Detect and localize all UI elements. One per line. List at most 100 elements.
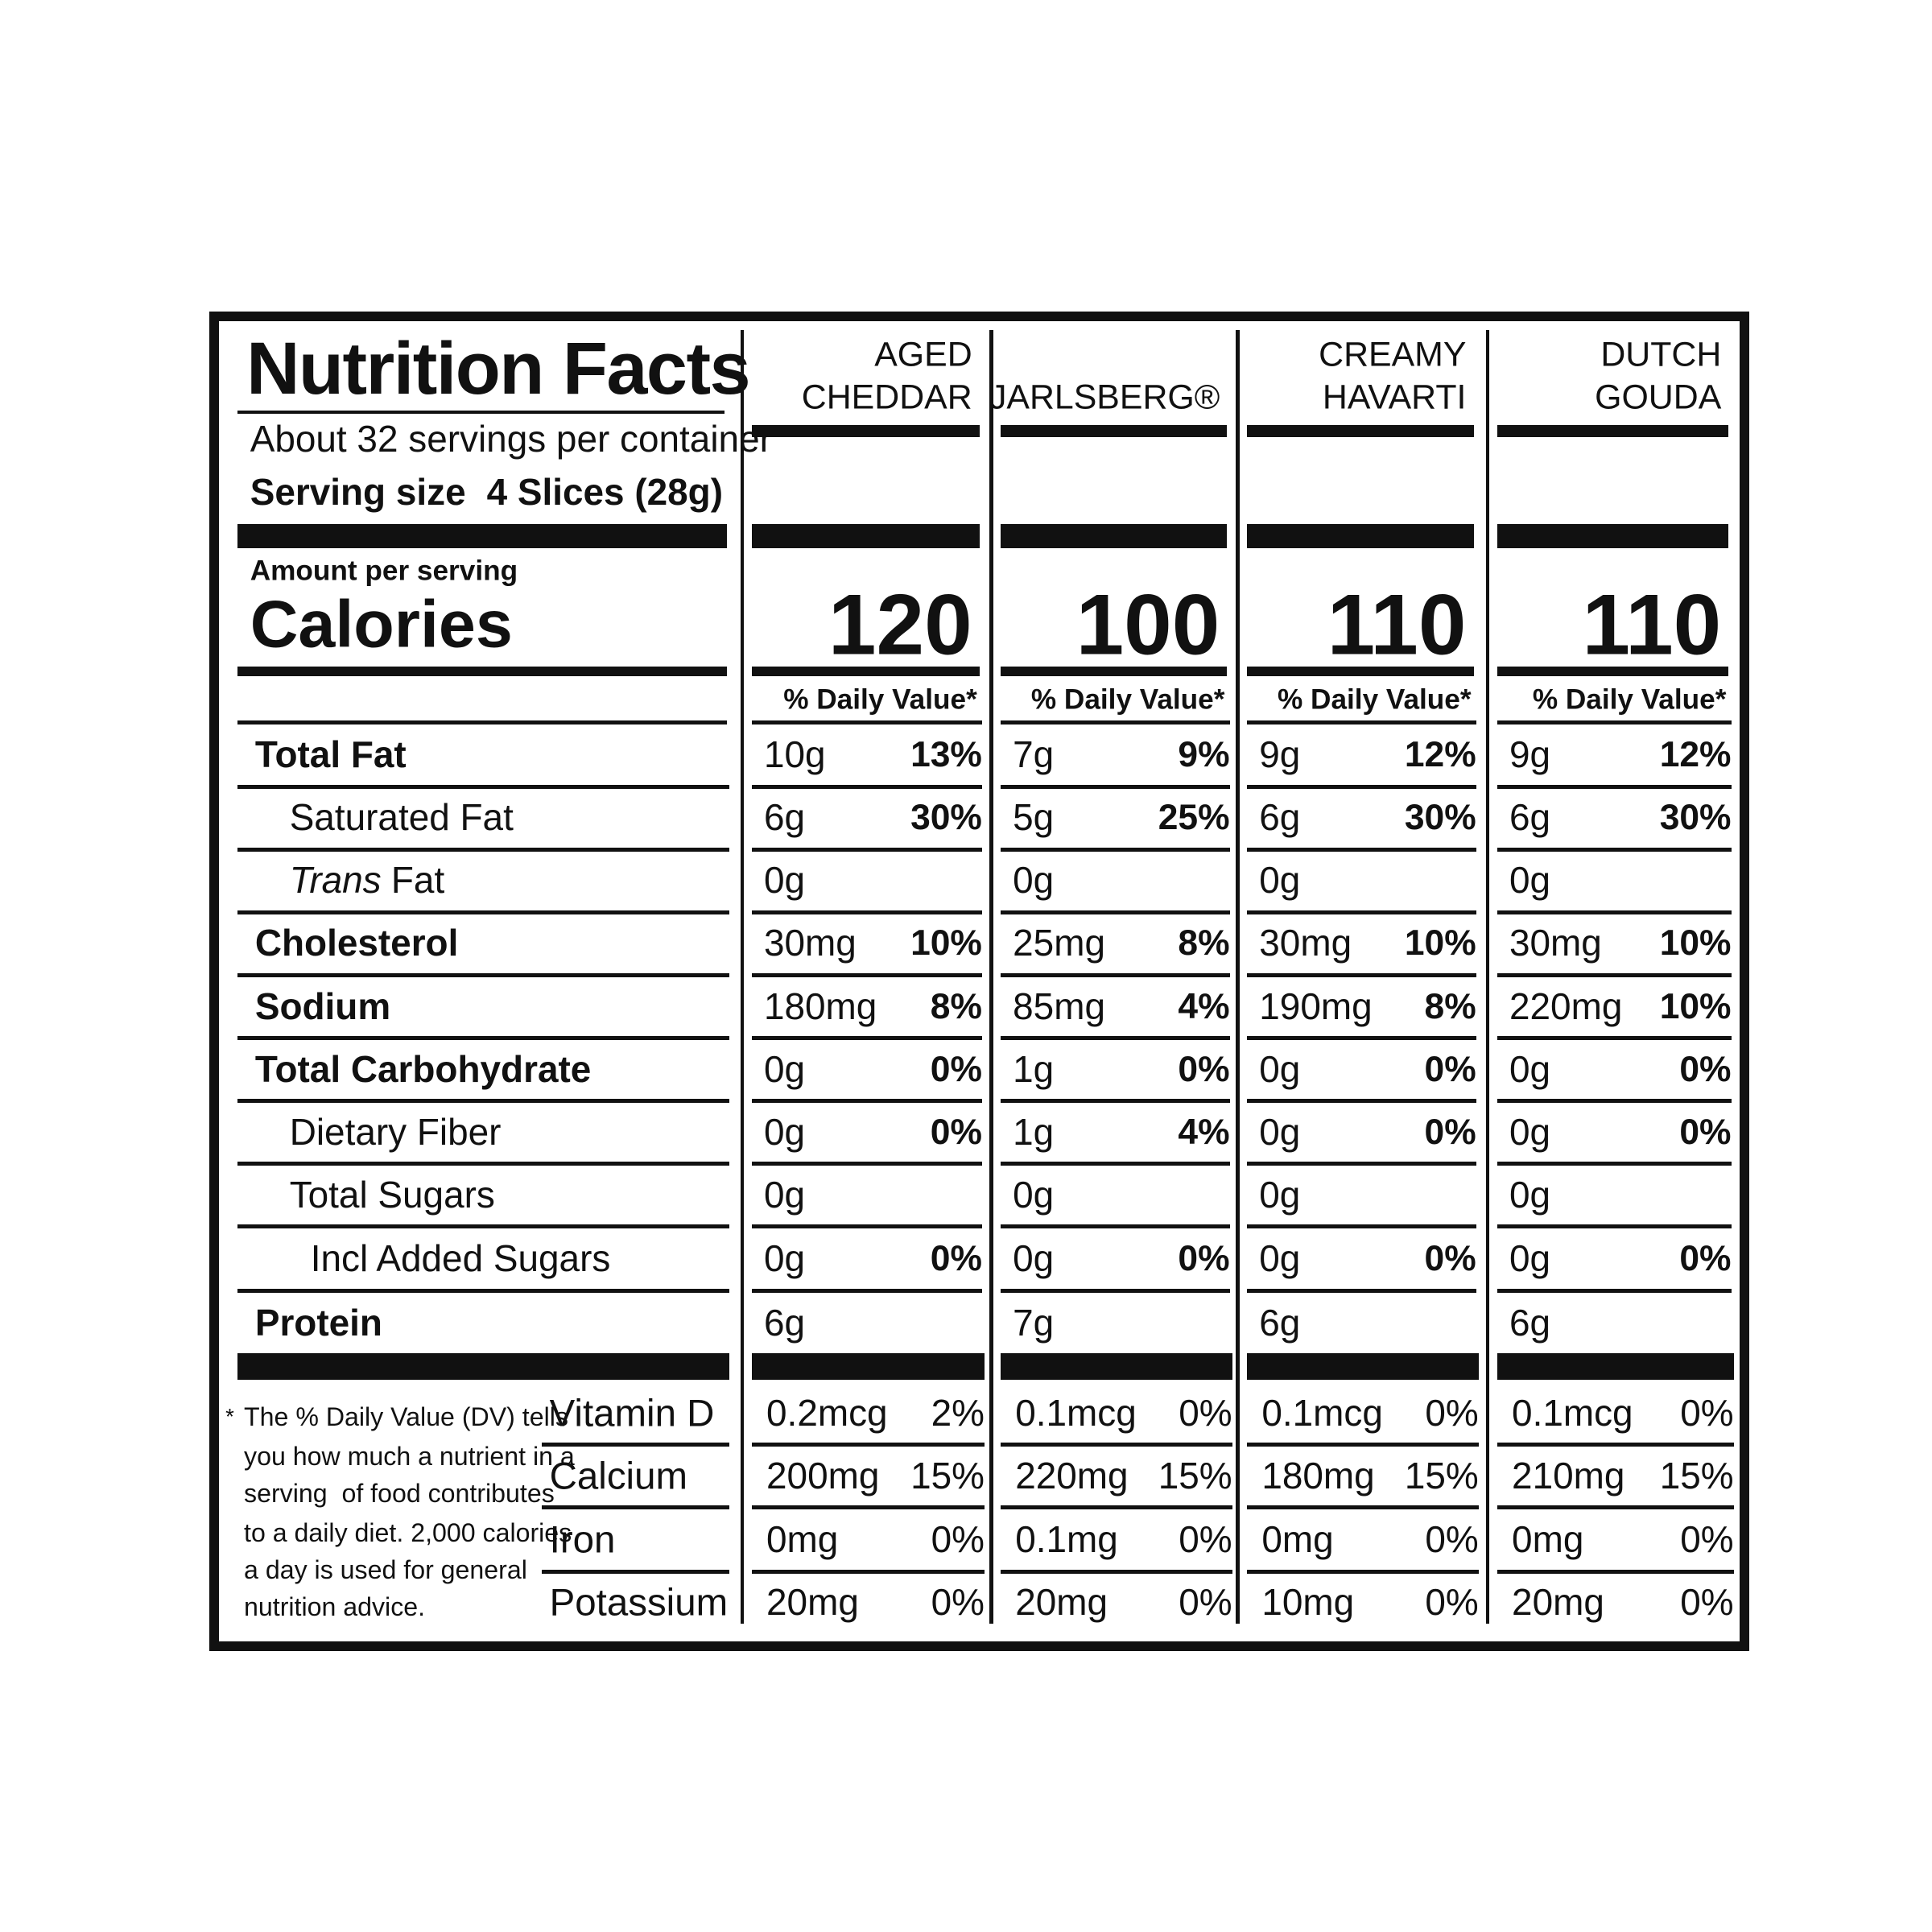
rule [751, 1099, 982, 1103]
nutrient-percent: 30% [1659, 798, 1732, 838]
daily-value-header: % Daily Value* [1030, 683, 1225, 716]
rule [237, 1224, 730, 1228]
nutrient-amount: 6g [1259, 796, 1301, 839]
vitamin-amount: 20mg [766, 1581, 859, 1624]
nutrient-amount: 0g [1509, 1110, 1551, 1153]
rule [1246, 523, 1474, 549]
rule [1496, 720, 1732, 724]
product-name: DUTCH [1600, 335, 1722, 374]
rule [237, 1036, 730, 1040]
vitamin-amount: 20mg [1512, 1581, 1604, 1624]
rule [751, 910, 982, 914]
rule [751, 785, 982, 789]
vitamin-amount: 220mg [1015, 1454, 1129, 1496]
product-name: CHEDDAR [801, 378, 972, 417]
vitamin-percent: 0% [1425, 1581, 1479, 1624]
nutrient-percent: 4% [1178, 1112, 1230, 1152]
nutrient-percent: 8% [930, 986, 982, 1026]
rule [1246, 1036, 1476, 1040]
nutrient-amount: 0g [763, 1110, 806, 1153]
rule [1496, 1099, 1732, 1103]
nutrient-label: Total Fat [254, 733, 407, 776]
rule [237, 410, 724, 415]
nutrient-amount: 6g [763, 796, 806, 839]
rule [751, 1570, 985, 1574]
rule [1496, 1505, 1734, 1509]
nutrient-percent: 0% [930, 1049, 982, 1089]
footnote-line: you how much a nutrient in a [244, 1442, 575, 1472]
vitamin-amount: 0mg [1261, 1518, 1334, 1561]
title: Nutrition Facts [246, 328, 750, 411]
product-name: JARLSBERG® [989, 378, 1220, 417]
rule [1496, 425, 1729, 438]
nutrient-label: Dietary Fiber [289, 1110, 502, 1153]
nutrient-label: Total Sugars [289, 1173, 495, 1216]
vitamin-amount: 0.1mg [1015, 1518, 1118, 1561]
nutrient-amount: 0g [763, 859, 806, 902]
rule [1496, 973, 1732, 977]
nutrient-amount: 6g [1259, 1301, 1301, 1344]
rule [1496, 523, 1729, 549]
rule [1000, 667, 1228, 677]
rule [1246, 848, 1476, 852]
calories-value: 120 [828, 576, 972, 673]
rule [1246, 910, 1476, 914]
serving-size-label: Serving size [250, 471, 466, 514]
product-name: GOUDA [1595, 378, 1722, 417]
nutrient-amount: 0g [1509, 1173, 1551, 1216]
vitamin-percent: 0% [1179, 1518, 1232, 1561]
nutrient-percent: 0% [1178, 1049, 1230, 1089]
rule [1496, 667, 1729, 677]
nutrient-percent: 0% [1424, 1049, 1476, 1089]
rule [1000, 523, 1228, 549]
vitamin-amount: 0.2mcg [766, 1391, 888, 1434]
vitamin-percent: 0% [931, 1518, 985, 1561]
rule [740, 330, 745, 1624]
vitamin-percent: 0% [1680, 1581, 1734, 1624]
rule [1000, 910, 1230, 914]
nutrient-label: Incl Added Sugars [310, 1237, 611, 1280]
rule [1246, 720, 1476, 724]
nutrient-amount: 30mg [1509, 922, 1602, 964]
rule [751, 1162, 982, 1166]
nutrient-amount: 0g [1509, 859, 1551, 902]
serving-size: 4 Slices (28g) [486, 471, 724, 514]
vitamin-amount: 200mg [766, 1454, 880, 1496]
vitamin-label: Vitamin D [549, 1391, 715, 1435]
nutrient-amount: 85mg [1013, 985, 1105, 1027]
rule [751, 425, 980, 438]
rule [1246, 425, 1474, 438]
rule [1000, 1352, 1232, 1381]
calories-value: 100 [1075, 576, 1220, 673]
product-name: AGED [874, 335, 972, 374]
amount-per-serving: Amount per serving [250, 555, 518, 587]
footnote-line: * [225, 1404, 234, 1430]
rule [1000, 785, 1230, 789]
vitamin-percent: 0% [1680, 1518, 1734, 1561]
rule [751, 1289, 982, 1293]
nutrient-amount: 180mg [763, 985, 877, 1027]
nutrient-amount: 7g [1013, 733, 1055, 776]
rule [237, 523, 728, 549]
vitamin-amount: 180mg [1261, 1454, 1375, 1496]
nutrient-label: Protein [254, 1301, 382, 1344]
rule [751, 848, 982, 852]
vitamin-label: Calcium [549, 1454, 687, 1497]
rule [237, 973, 730, 977]
nutrient-label: Total Carbohydrate [254, 1047, 592, 1090]
nutrient-percent: 30% [910, 798, 982, 838]
rule [1496, 1036, 1732, 1040]
daily-value-header: % Daily Value* [1532, 683, 1727, 716]
nutrient-percent: 12% [1404, 735, 1476, 775]
nutrient-percent: 8% [1178, 923, 1230, 964]
vitamin-amount: 0.1mcg [1512, 1391, 1633, 1434]
vitamin-label: Iron [549, 1518, 616, 1562]
rule [237, 1099, 730, 1103]
vitamin-amount: 210mg [1512, 1454, 1625, 1496]
nutrient-amount: 220mg [1509, 985, 1623, 1027]
nutrient-amount: 6g [763, 1301, 806, 1344]
vitamin-percent: 15% [1659, 1454, 1734, 1496]
nutrient-percent: 10% [1659, 986, 1732, 1026]
nutrient-percent: 10% [1404, 923, 1476, 964]
